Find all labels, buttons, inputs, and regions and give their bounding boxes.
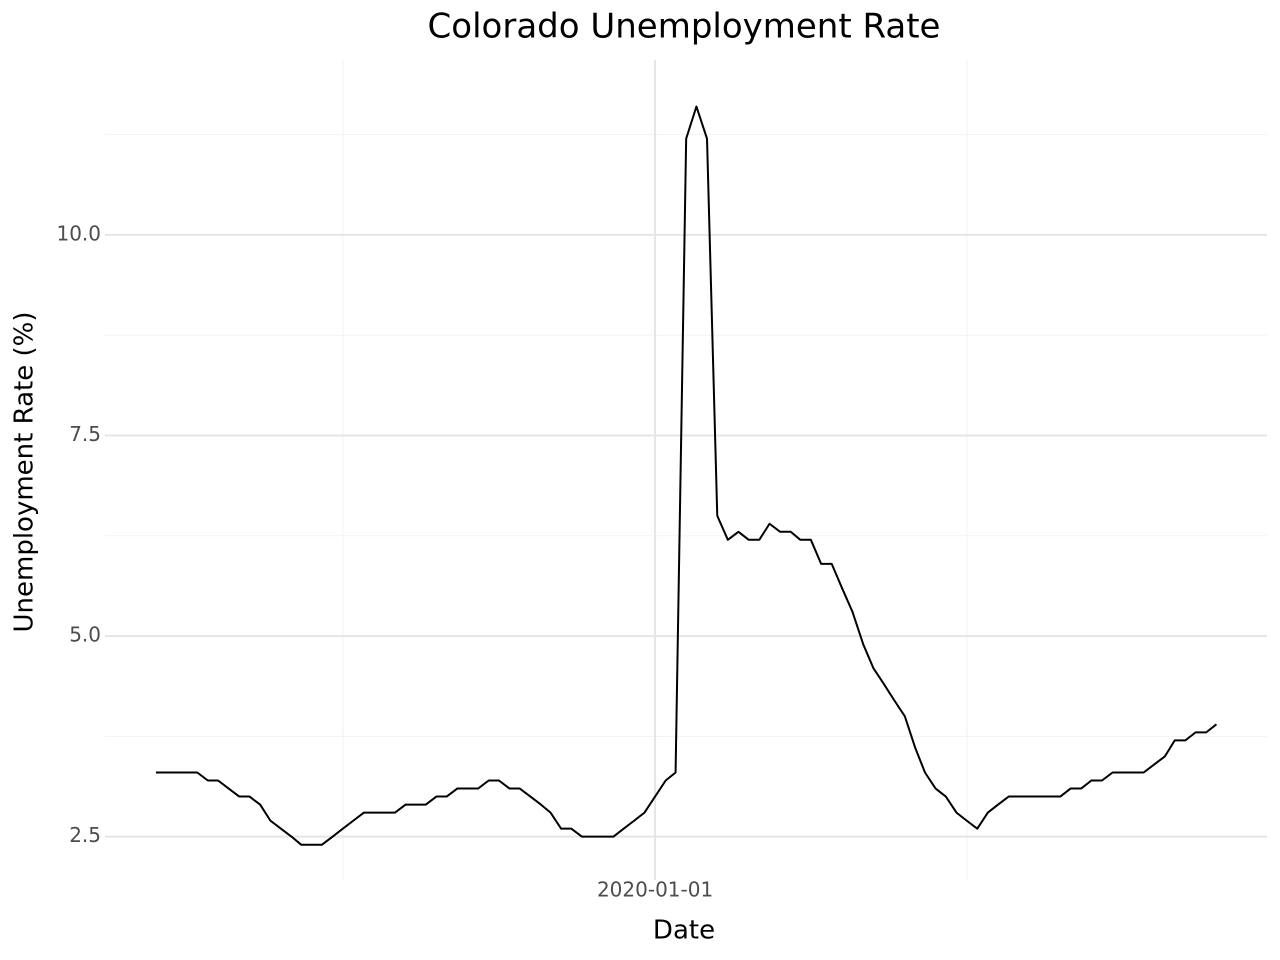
y-axis-label: Unemployment Rate (%) [10,312,40,633]
y-tick-label: 7.5 [69,422,101,446]
y-tick-label: 5.0 [69,623,101,647]
y-tick-label: 10.0 [56,221,101,245]
data-line [155,105,1218,846]
x-axis-label: Date [653,916,715,946]
x-tick-label: 2020-01-01 [597,878,713,902]
y-tick-label: 2.5 [69,823,101,847]
chart-title: Colorado Unemployment Rate [428,7,941,47]
